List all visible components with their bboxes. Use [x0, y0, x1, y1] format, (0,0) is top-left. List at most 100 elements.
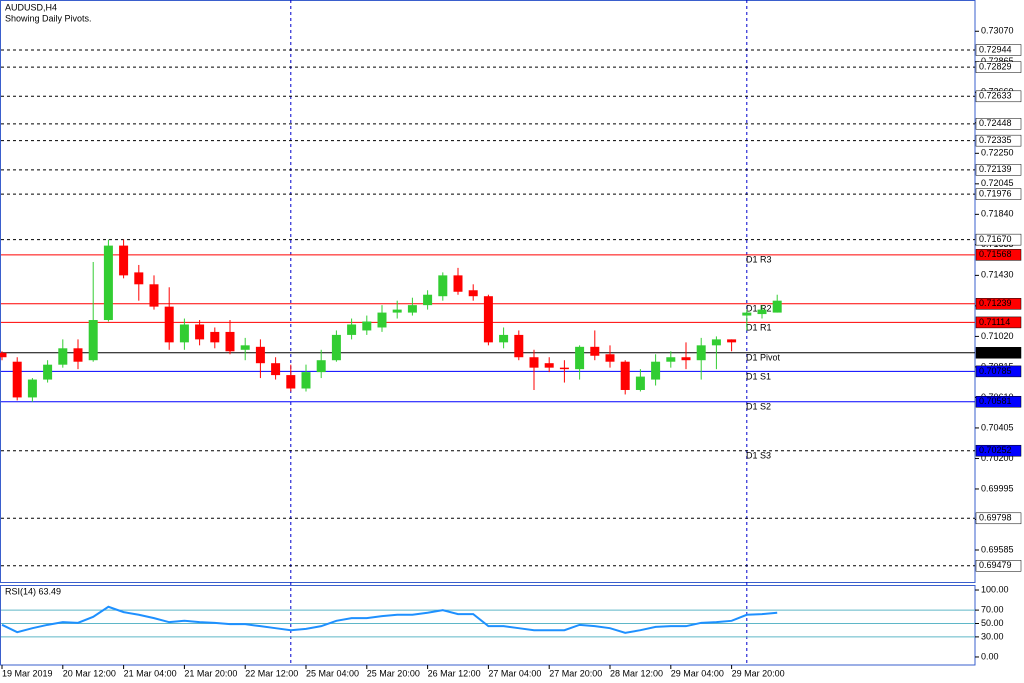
candle-body [286, 375, 296, 389]
x-tick-label: 25 Mar 04:00 [306, 668, 359, 678]
y-tick-label: 0.69585 [981, 544, 1014, 554]
y-tick-label: 0.70200 [981, 453, 1014, 463]
x-tick-label: 19 Mar 2019 [2, 668, 53, 678]
y-tick-label: 0.73070 [981, 26, 1014, 36]
y-tick-label: 30.00 [981, 631, 1004, 641]
candle-body [103, 245, 113, 321]
level-label: 0.72448 [979, 118, 1012, 128]
candle-body [468, 290, 478, 297]
y-tick-label: 70.00 [981, 604, 1004, 614]
chart-subtitle: Showing Daily Pivots. [5, 13, 92, 23]
candle-body [514, 334, 524, 358]
candle-body [727, 339, 737, 343]
candle-body [559, 367, 569, 370]
rsi-title: RSI(14) 63.49 [5, 586, 61, 596]
pivot-name: D1 R1 [746, 322, 772, 332]
x-tick-label: 27 Mar 04:00 [488, 668, 541, 678]
x-tick-label: 21 Mar 04:00 [124, 668, 177, 678]
candle-body [620, 361, 630, 390]
x-tick-label: 22 Mar 12:00 [245, 668, 298, 678]
level-label: 0.72633 [979, 91, 1012, 101]
pivot-value-label: 0.70785 [979, 366, 1012, 376]
y-tick-label: 0.71840 [981, 209, 1014, 219]
y-tick-label: 0.72045 [981, 178, 1014, 188]
pivot-name: D1 Pivot [746, 353, 781, 363]
x-tick-label: 27 Mar 20:00 [549, 668, 602, 678]
candle-body [651, 361, 661, 380]
candle-body [575, 346, 585, 370]
candle-body [149, 284, 159, 307]
level-label: 0.71976 [979, 188, 1012, 198]
candle-body [407, 305, 417, 313]
level-label: 0.69798 [979, 513, 1012, 523]
candle-body [58, 348, 68, 365]
level-box [975, 118, 1022, 130]
candle-body [499, 334, 509, 343]
y-tick-label: 0.00 [981, 651, 999, 661]
candle-body [240, 345, 250, 350]
pivot-box [975, 298, 1022, 310]
level-box [975, 61, 1022, 73]
candle-body [12, 361, 22, 398]
pivot-value-label: 0.71239 [979, 298, 1012, 308]
pivot-box [975, 365, 1022, 378]
candle-body [696, 345, 706, 361]
y-tick-label: 0.72250 [981, 148, 1014, 158]
candle-body [681, 357, 691, 361]
pivot-name: D1 S2 [746, 402, 771, 412]
candle-body [73, 348, 83, 362]
pivot-name: D1 R2 [746, 304, 772, 314]
level-label: 0.72335 [979, 135, 1012, 145]
x-tick-label: 29 Mar 04:00 [671, 668, 724, 678]
pivot-value-label: 0.71568 [979, 249, 1012, 259]
candle-body [742, 312, 752, 316]
pivot-value-label: 0.70252 [979, 445, 1012, 455]
candle-body [225, 331, 235, 352]
candle-body [0, 352, 7, 358]
candle-body [271, 363, 281, 376]
candle-body [423, 294, 433, 306]
y-tick-label: 50.00 [981, 618, 1004, 628]
pivot-value-label: 0.71114 [979, 317, 1010, 327]
x-tick-label: 21 Mar 20:00 [184, 668, 237, 678]
pivot-box [975, 347, 1022, 359]
pivot-value-label: 0.70910 [979, 347, 1012, 357]
candle-body [316, 360, 326, 373]
candle-body [27, 379, 37, 398]
y-tick-label: 0.71430 [981, 270, 1014, 280]
candle-body [164, 306, 174, 343]
candle-body [362, 321, 372, 331]
level-label: 0.72139 [979, 164, 1012, 174]
candle-body [529, 357, 539, 368]
pivot-box [975, 444, 1022, 457]
y-tick-label: 100.00 [981, 584, 1009, 594]
level-box [975, 512, 1022, 525]
candle-body [195, 324, 205, 340]
candle-body [757, 309, 767, 315]
rsi-panel-frame [0, 585, 976, 666]
pivot-name: D1 R3 [746, 255, 772, 265]
candle-body [666, 357, 676, 362]
y-tick-label: 0.71020 [981, 331, 1014, 341]
level-box [975, 188, 1022, 200]
candle-body [347, 324, 357, 335]
level-label: 0.69479 [979, 560, 1012, 570]
level-label: 0.71670 [979, 234, 1012, 244]
x-tick-label: 26 Mar 12:00 [428, 668, 481, 678]
level-label: 0.72829 [979, 62, 1012, 72]
candle-body [119, 245, 129, 276]
x-tick-label: 28 Mar 12:00 [610, 668, 663, 678]
candle-body [438, 275, 448, 297]
y-tick-label: 0.72865 [981, 56, 1014, 66]
candle-body [210, 331, 220, 343]
pivot-name: D1 S1 [746, 371, 771, 381]
level-box [975, 90, 1022, 103]
candle-body [590, 346, 600, 356]
candle-body [483, 296, 493, 343]
level-box [975, 134, 1022, 147]
rsi-line [1, 605, 778, 634]
level-box [975, 233, 1022, 246]
chart-title: AUDUSD,H4 [5, 2, 57, 12]
x-tick-label: 25 Mar 20:00 [367, 668, 420, 678]
